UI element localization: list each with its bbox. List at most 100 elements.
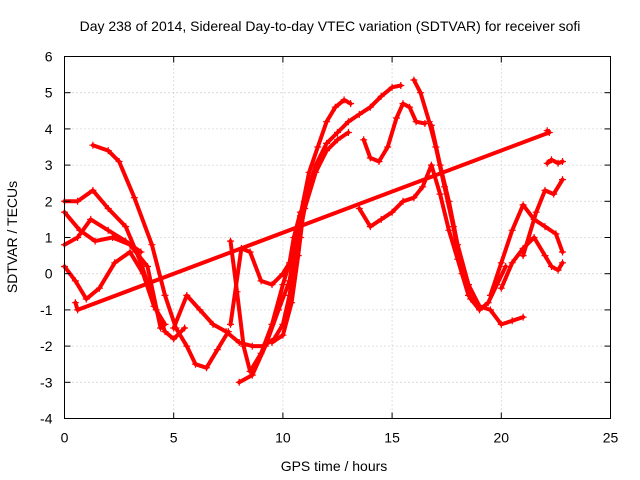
y-tick-label: -4 (40, 411, 53, 427)
series-trace (73, 128, 552, 312)
data-point-marker (476, 302, 483, 310)
data-point-marker (497, 259, 505, 267)
data-point-marker (104, 226, 112, 234)
data-point-marker (268, 339, 276, 346)
data-point-marker (161, 328, 169, 336)
data-point-marker (248, 371, 256, 379)
data-point-marker (148, 241, 156, 249)
data-point-marker (288, 299, 296, 307)
data-point-marker (122, 237, 130, 245)
data-point-marker (312, 161, 320, 169)
axis-ticks: 0 5 10 15 20 25 -4 -3 -2 -1 0 1 2 3 4 5 6 (40, 49, 618, 446)
data-point-marker (144, 263, 151, 270)
data-point-marker (161, 320, 169, 328)
data-point-marker (484, 299, 492, 307)
data-point-marker (89, 141, 97, 149)
x-tick-label: 10 (275, 430, 291, 446)
series-trace (90, 143, 231, 370)
data-point-marker (301, 197, 309, 205)
x-tick-label: 5 (170, 430, 178, 446)
data-point-marker (344, 118, 352, 126)
y-tick-label: 5 (45, 85, 53, 101)
data-point-marker (104, 205, 112, 212)
data-point-marker (161, 291, 169, 299)
data-point-marker (323, 118, 331, 126)
data-point-marker (227, 320, 234, 328)
data-point-marker (543, 159, 551, 167)
data-point-marker (344, 129, 352, 136)
data-point-marker (388, 83, 396, 91)
series-trace (237, 97, 353, 385)
data-point-marker (548, 156, 555, 164)
data-point-marker (508, 317, 516, 325)
y-tick-label: 2 (45, 193, 53, 209)
data-point-marker (421, 120, 429, 127)
data-point-marker (559, 158, 566, 165)
y-tick-label: 0 (45, 266, 53, 282)
data-point-marker (183, 291, 191, 299)
data-point-marker (137, 248, 145, 256)
data-point-marker (465, 291, 472, 299)
data-point-marker (111, 259, 119, 267)
data-point-marker (192, 360, 199, 368)
data-point-marker (519, 313, 527, 321)
data-point-marker (559, 176, 566, 184)
x-axis-label: GPS time / hours (281, 458, 388, 474)
data-point-marker (268, 281, 276, 289)
data-point-marker (497, 320, 505, 328)
data-point-marker (508, 259, 516, 267)
data-point-marker (196, 306, 204, 314)
data-traces (61, 76, 566, 386)
data-point-marker (240, 342, 248, 350)
data-point-marker (445, 226, 453, 234)
data-point-marker (87, 215, 95, 223)
y-tick-label: 4 (45, 121, 53, 137)
series-trace (545, 157, 565, 166)
data-point-marker (139, 270, 147, 278)
data-point-marker (366, 154, 374, 162)
data-point-marker (275, 306, 282, 314)
y-tick-label: 6 (45, 49, 53, 65)
data-point-marker (548, 263, 555, 270)
data-point-marker (399, 100, 407, 108)
data-point-marker (355, 205, 363, 212)
data-point-marker (104, 147, 112, 155)
data-point-marker (71, 277, 79, 285)
x-tick-label: 25 (603, 430, 619, 446)
series-trace (488, 202, 565, 298)
data-point-marker (74, 197, 82, 205)
x-tick-label: 0 (61, 430, 69, 446)
data-point-marker (550, 190, 558, 198)
data-point-marker (82, 295, 90, 303)
data-point-marker (203, 364, 210, 372)
data-point-marker (235, 378, 243, 386)
data-point-marker (340, 96, 348, 104)
data-point-marker (261, 342, 269, 350)
data-point-marker (74, 234, 82, 241)
data-point-marker (465, 281, 472, 289)
data-point-marker (541, 186, 549, 194)
data-point-marker (412, 118, 420, 126)
data-point-marker (213, 346, 221, 354)
data-point-marker (279, 281, 287, 289)
data-point-marker (559, 248, 566, 256)
data-point-marker (375, 158, 383, 165)
data-point-marker (419, 183, 427, 191)
data-point-marker (331, 103, 339, 111)
data-point-marker (323, 139, 331, 147)
data-point-marker (377, 92, 385, 100)
series-trace (270, 83, 403, 345)
data-point-marker (122, 223, 130, 231)
data-point-marker (209, 320, 217, 328)
data-point-marker (355, 110, 363, 118)
grid-lines (64, 56, 611, 419)
data-point-marker (425, 118, 433, 126)
data-point-marker (366, 223, 374, 231)
data-point-marker (532, 208, 540, 216)
y-tick-label: 1 (45, 230, 53, 246)
data-point-marker (150, 302, 158, 310)
data-point-marker (279, 331, 287, 339)
data-point-marker (436, 190, 444, 198)
data-point-marker (486, 306, 494, 314)
data-point-marker (95, 284, 103, 292)
